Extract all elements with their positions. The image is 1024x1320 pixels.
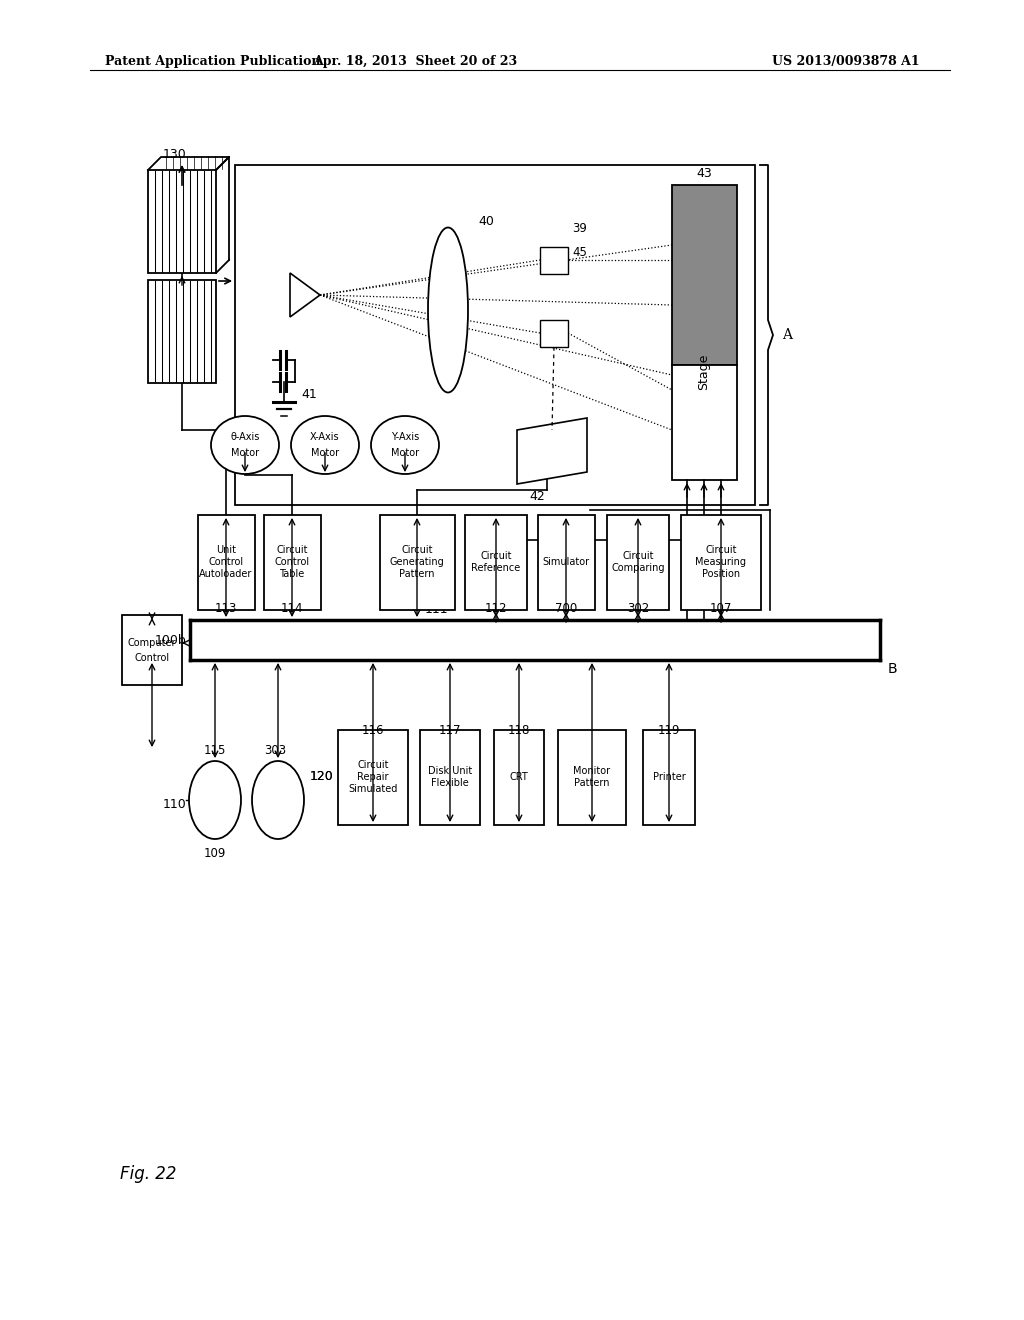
Text: Measuring: Measuring — [695, 557, 746, 568]
Ellipse shape — [371, 416, 439, 474]
Bar — [643, 730, 695, 825]
Bar — [234, 165, 755, 506]
Text: Control: Control — [134, 653, 170, 663]
Bar — [538, 515, 595, 610]
Text: Circuit: Circuit — [401, 545, 433, 554]
Text: Motor: Motor — [231, 447, 259, 458]
Text: 115: 115 — [204, 744, 226, 756]
Bar — [122, 615, 182, 685]
Bar — [672, 185, 737, 366]
Bar — [681, 515, 761, 610]
Text: Position: Position — [701, 569, 740, 579]
Text: Circuit: Circuit — [623, 550, 653, 561]
Text: 110: 110 — [162, 799, 186, 812]
Text: 700: 700 — [555, 602, 578, 615]
Text: 119: 119 — [657, 723, 680, 737]
Text: Reference: Reference — [471, 564, 520, 573]
Text: Control: Control — [209, 557, 244, 568]
Text: Motor: Motor — [311, 447, 339, 458]
Text: Circuit: Circuit — [276, 545, 308, 554]
Text: 43: 43 — [696, 168, 712, 180]
Text: 100b: 100b — [155, 634, 186, 647]
Bar — [540, 319, 568, 347]
Text: Pattern: Pattern — [399, 569, 435, 579]
Text: Circuit: Circuit — [706, 545, 736, 554]
Text: 107: 107 — [710, 602, 732, 615]
Text: Computer: Computer — [128, 638, 176, 648]
Text: 120: 120 — [309, 771, 333, 784]
Bar — [380, 515, 455, 610]
Text: Autoloader: Autoloader — [200, 569, 253, 579]
Bar — [672, 366, 737, 480]
Text: 42: 42 — [529, 490, 545, 503]
Bar — [264, 515, 321, 610]
Text: Printer: Printer — [652, 772, 685, 781]
Bar — [148, 280, 216, 383]
Text: Fig. 22: Fig. 22 — [120, 1166, 176, 1183]
Bar — [540, 247, 568, 275]
Text: US 2013/0093878 A1: US 2013/0093878 A1 — [772, 55, 920, 69]
Bar — [494, 730, 544, 825]
Bar — [338, 730, 408, 825]
Text: Table: Table — [280, 569, 304, 579]
Text: Stage: Stage — [697, 354, 711, 391]
Bar — [558, 730, 626, 825]
Text: 113: 113 — [215, 602, 238, 615]
Text: Patent Application Publication: Patent Application Publication — [105, 55, 321, 69]
Text: 120: 120 — [309, 771, 333, 784]
Text: 130: 130 — [163, 148, 186, 161]
Ellipse shape — [428, 227, 468, 392]
Text: Generating: Generating — [389, 557, 444, 568]
Text: Comparing: Comparing — [611, 564, 665, 573]
Text: Circuit: Circuit — [357, 760, 389, 770]
Bar — [465, 515, 527, 610]
Text: A: A — [782, 327, 792, 342]
Text: Monitor: Monitor — [573, 766, 610, 776]
Bar — [420, 730, 480, 825]
Text: θ-Axis: θ-Axis — [230, 432, 260, 442]
Polygon shape — [517, 418, 587, 484]
Text: B: B — [888, 663, 898, 676]
Text: 112: 112 — [484, 602, 507, 615]
Text: CRT: CRT — [510, 772, 528, 781]
Text: Control: Control — [274, 557, 309, 568]
Ellipse shape — [211, 416, 279, 474]
Ellipse shape — [252, 762, 304, 840]
Text: Disk Unit: Disk Unit — [428, 766, 472, 776]
Text: 109: 109 — [204, 847, 226, 861]
Text: Simulated: Simulated — [348, 784, 397, 795]
Bar — [198, 515, 255, 610]
Polygon shape — [290, 273, 319, 317]
Text: 118: 118 — [508, 723, 530, 737]
Text: Simulator: Simulator — [543, 557, 590, 568]
Text: 41: 41 — [301, 388, 316, 400]
Ellipse shape — [189, 762, 241, 840]
Ellipse shape — [291, 416, 359, 474]
Text: 111: 111 — [425, 603, 449, 616]
Text: Motor: Motor — [391, 447, 419, 458]
Text: 40: 40 — [478, 215, 494, 228]
Text: Apr. 18, 2013  Sheet 20 of 23: Apr. 18, 2013 Sheet 20 of 23 — [313, 55, 517, 69]
Text: X-Axis: X-Axis — [310, 432, 340, 442]
Text: 302: 302 — [627, 602, 649, 615]
Text: 114: 114 — [281, 602, 303, 615]
Bar — [607, 515, 669, 610]
Bar — [148, 170, 216, 273]
Text: Unit: Unit — [216, 545, 236, 554]
Text: Y-Axis: Y-Axis — [391, 432, 419, 442]
Text: 116: 116 — [361, 723, 384, 737]
Text: 45: 45 — [572, 246, 587, 259]
Text: Repair: Repair — [357, 772, 389, 781]
Text: Flexible: Flexible — [431, 777, 469, 788]
Text: 117: 117 — [438, 723, 461, 737]
Text: Pattern: Pattern — [574, 777, 609, 788]
Text: 39: 39 — [572, 223, 587, 235]
Text: Circuit: Circuit — [480, 550, 512, 561]
Text: 303: 303 — [264, 744, 286, 756]
